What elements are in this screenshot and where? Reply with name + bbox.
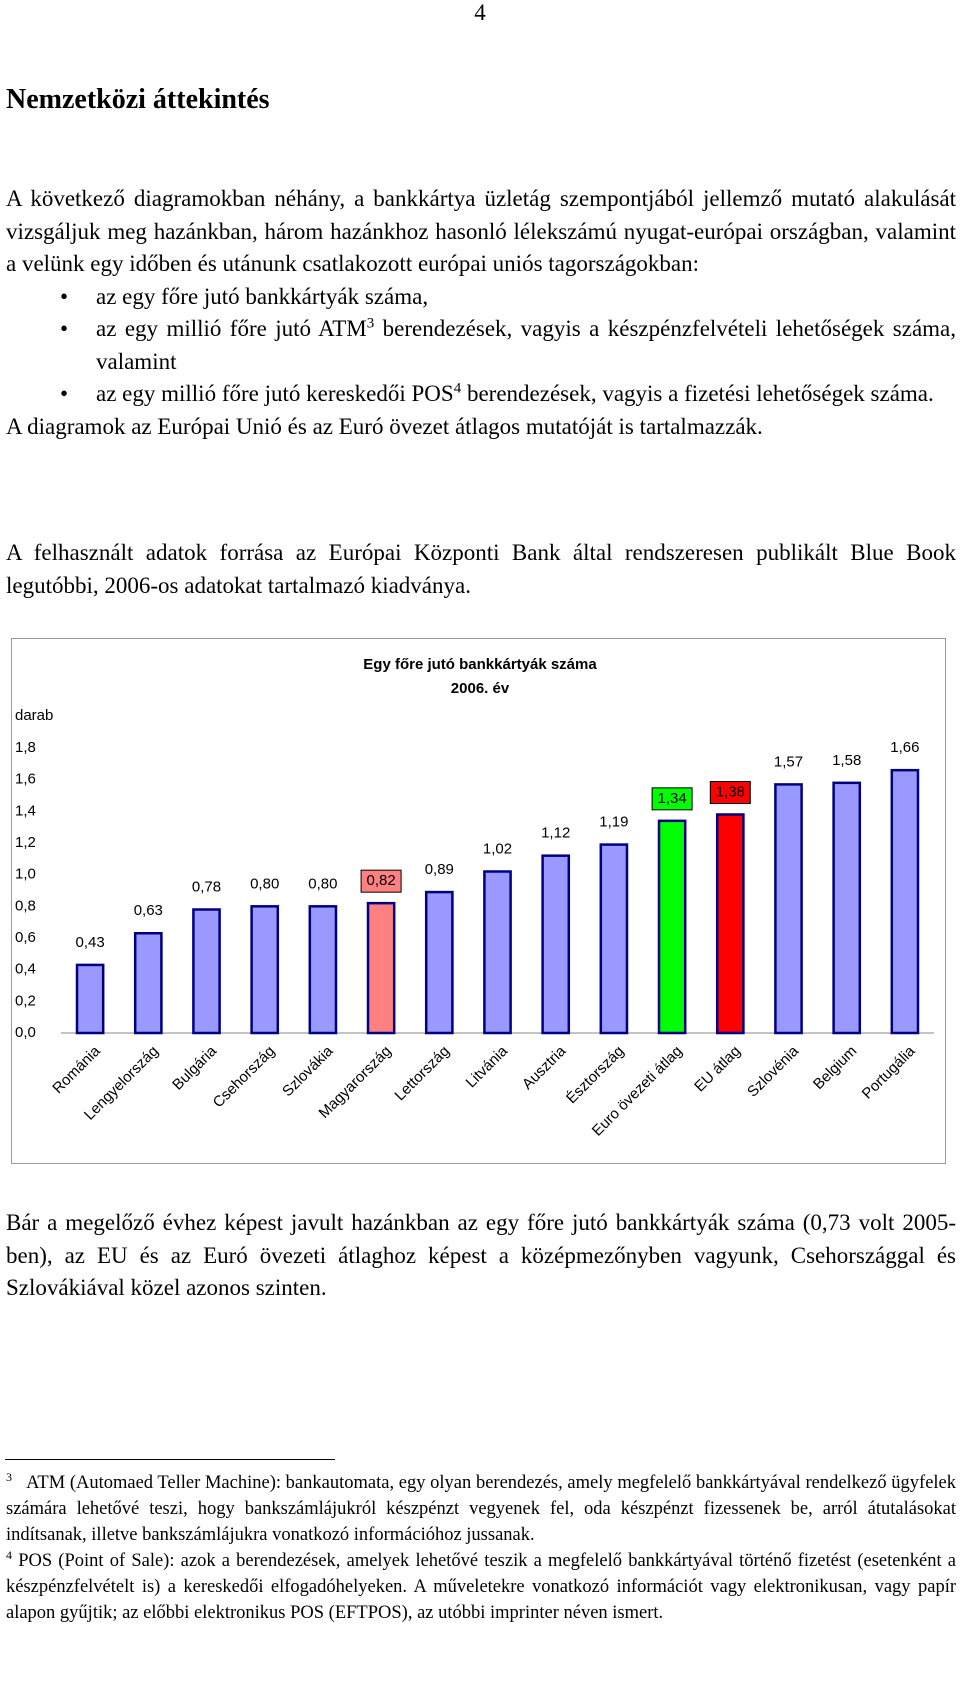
chart: Egy főre jutó bankkártyák száma 2006. év… [11,638,946,1164]
value-label: 1,34 [657,790,686,807]
heading: Nemzetközi áttekintés [6,84,270,115]
value-label-box [651,787,693,811]
value-label: 1,19 [599,814,628,831]
footnote: 4 POS (Point of Sale): azok a berendezés… [6,1548,956,1626]
footnote-ref: 4 [453,380,462,397]
bar [192,908,221,1035]
footnotes: 3 ATM (Automaed Teller Machine): bankaut… [6,1470,956,1626]
bullet: • az egy főre jutó bankkártyák száma, [6,281,956,314]
bar [715,813,745,1035]
value-label: 0,78 [192,878,221,895]
value-label: 1,38 [716,783,745,800]
value-label: 0,43 [75,934,104,951]
bar [424,890,454,1035]
y-tick-label: 0,2 [15,992,36,1009]
value-label: 0,89 [425,861,454,878]
value-label: 1,66 [890,739,919,756]
value-label: 1,12 [541,825,570,842]
paragraph: A diagramok az Európai Unió és az Euró ö… [6,413,763,439]
bullet-dot: • [60,381,69,406]
footnote-text: POS (Point of Sale): azok a berendezések… [6,1551,956,1623]
y-tick-label: 1,8 [15,739,36,756]
footnote-mark: 4 [6,1547,12,1562]
y-axis-label: darab [15,707,53,724]
bar [657,819,687,1035]
y-tick-label: 1,2 [15,834,36,851]
bullet: • az egy millió főre jutó ATM3 berendezés… [6,313,956,378]
bar [832,781,862,1035]
paragraph: A felhasznált adatok forrása az Európai … [6,540,956,598]
footnote: 3 ATM (Automaed Teller Machine): bankaut… [6,1470,956,1548]
bullet-text: az egy millió főre jutó kereskedői POS [96,381,454,406]
page-number: 4 [474,0,486,25]
bar [599,843,629,1035]
value-label: 1,57 [774,753,803,770]
value-label-box [360,869,402,893]
y-tick-label: 0,4 [15,961,36,978]
intro-block: A következő diagramokban néhány, a bankk… [6,183,956,443]
value-label: 0,80 [250,875,279,892]
chart-title: Egy főre jutó bankkártyák száma [363,656,597,673]
chart-subtitle: 2006. év [451,680,510,697]
bullet-text: az egy főre jutó bankkártyák száma, [96,283,429,309]
y-tick-label: 1,6 [15,771,36,788]
value-label: 0,63 [134,902,163,919]
y-tick-label: 0,6 [15,929,36,946]
value-label: 0,80 [308,875,337,892]
y-tick-label: 1,0 [15,866,36,883]
y-tick-label: 0,0 [15,1024,36,1041]
bar [308,905,338,1035]
bullet-dot: • [60,283,69,309]
value-label: 1,02 [483,840,512,857]
bar [774,783,803,1035]
bullet-dot: • [60,316,69,341]
footnote-text: ATM (Automaed Teller Machine): bankautom… [6,1473,957,1545]
footnote-ref: 3 [366,315,375,332]
y-tick-label: 0,8 [15,897,36,914]
footnote-mark: 3 [6,1469,12,1484]
paragraph: A következő diagramokban néhány, a bankk… [6,186,956,276]
y-tick-label: 1,4 [15,802,36,819]
bullet-text: berendezések, vagyis a készpénzfelvételi… [96,316,957,374]
bullet-text: az egy millió főre jutó ATM [96,316,367,341]
value-label-box [709,781,751,804]
bar [250,905,280,1035]
bar [483,870,512,1035]
bullet-text: berendezések, vagyis a fizetési lehetősé… [461,381,934,406]
bar [75,963,105,1035]
paragraph: Bár a megelőző évhez képest javult hazán… [6,1210,956,1300]
footnote-rule [5,1459,335,1460]
value-label: 0,82 [366,872,395,889]
bullet: • az egy millió főre jutó kereskedői POS4… [6,378,956,411]
bar [541,854,571,1035]
bar [133,932,163,1035]
bar [890,768,920,1035]
bar [366,901,396,1035]
value-label: 1,58 [832,752,861,769]
